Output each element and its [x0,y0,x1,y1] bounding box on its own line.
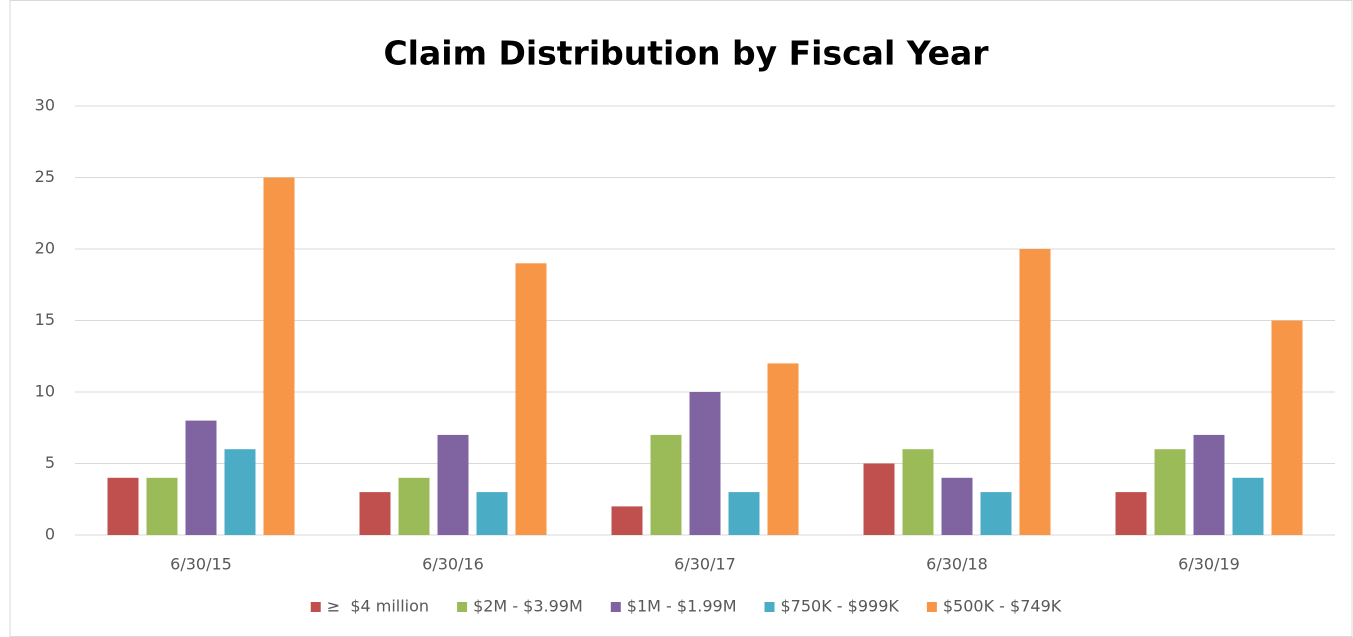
bar [1232,477,1264,535]
bar [689,392,721,535]
y-tick-label: 5 [45,453,55,472]
legend-label: $1M - $1.99M [627,597,737,616]
bar [1193,434,1225,535]
y-tick-label: 15 [35,310,55,329]
chart-frame [9,0,1353,637]
bar [1154,449,1186,535]
y-tick-label: 20 [35,239,55,258]
bar [863,463,895,535]
bar [767,363,799,535]
bar [146,477,178,535]
x-tick-label: 6/30/19 [1178,555,1240,574]
bar [107,477,139,535]
bar [941,477,973,535]
bar [650,434,682,535]
bar [437,434,469,535]
bar [515,263,547,535]
bar [185,420,217,535]
y-tick-label: 10 [35,382,55,401]
legend-label: ≥ $4 million [327,597,429,616]
legend-swatch [926,602,937,612]
y-tick-label: 30 [35,96,55,115]
y-tick-label: 25 [35,167,55,186]
bar [1115,492,1147,535]
legend-swatch [457,602,468,612]
x-tick-label: 6/30/17 [674,555,736,574]
legend-label: $750K - $999K [781,597,900,616]
x-tick-label: 6/30/15 [170,555,232,574]
bar [902,449,934,535]
bar [1271,320,1303,535]
legend-swatch [610,602,621,612]
x-tick-label: 6/30/18 [926,555,988,574]
bar [1019,249,1051,535]
bar [611,506,643,535]
legend-label: $2M - $3.99M [473,597,583,616]
legend-swatch [310,602,321,612]
bar [980,492,1012,535]
bar [398,477,430,535]
x-tick-label: 6/30/16 [422,555,484,574]
legend-swatch [764,602,775,612]
bar [476,492,508,535]
bar [263,177,295,535]
chart-title: Claim Distribution by Fiscal Year [383,34,989,73]
y-tick-label: 0 [45,525,55,544]
legend-label: $500K - $749K [943,597,1062,616]
bar [728,492,760,535]
bar [359,492,391,535]
bar [224,449,256,535]
